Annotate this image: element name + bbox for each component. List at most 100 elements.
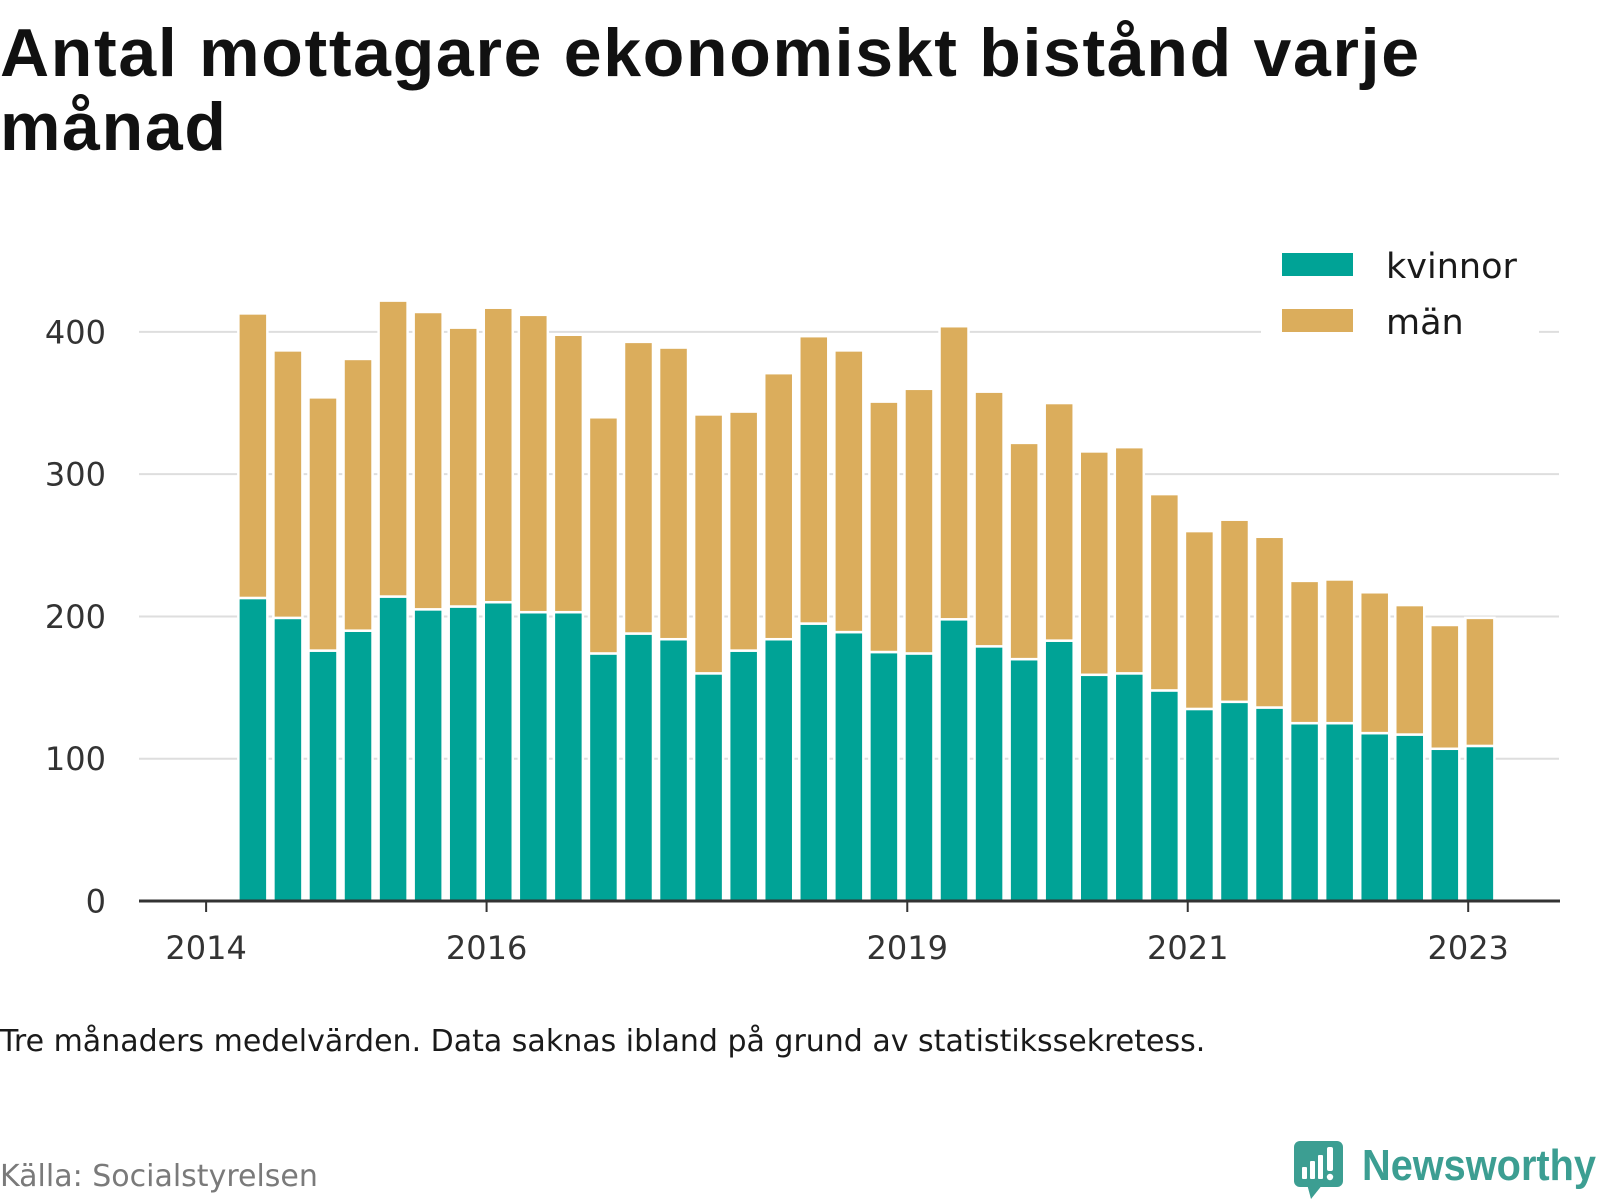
bar-segment-kvinnor [1429, 747, 1461, 903]
logo-bubble-tail [1307, 1184, 1323, 1199]
x-tick-label: 2016 [446, 929, 527, 967]
bar-segment-man [587, 416, 620, 655]
bar-segment-kvinnor [272, 616, 304, 903]
bar-segment-kvinnor [657, 637, 690, 903]
bar-segment-kvinnor [833, 630, 865, 903]
bar-segment-man [307, 396, 339, 652]
bar-segment-kvinnor [622, 632, 655, 903]
bar-segment-man [1394, 603, 1426, 736]
y-axis-labels: 0 100 200 300 400 [45, 313, 106, 920]
bar-segment-kvinnor [1008, 657, 1040, 903]
bar-segment-kvinnor [1043, 639, 1075, 903]
bar-segment-kvinnor [1358, 731, 1391, 903]
bar-segment-kvinnor [482, 600, 515, 903]
bar-segment-kvinnor [1218, 700, 1251, 903]
bar-segment-kvinnor [1078, 673, 1110, 903]
bar-segment-man [517, 313, 550, 614]
bar-segment-kvinnor [307, 649, 339, 903]
newsworthy-chart-bubble-icon [1294, 1141, 1343, 1199]
legend-swatch-man [1282, 309, 1353, 332]
bar-segment-man [1043, 401, 1075, 642]
bars [237, 299, 1496, 903]
bar-segment-man [377, 299, 409, 598]
bar-segment-man [237, 312, 269, 600]
page-title: Antal mottagare ekonomiskt bistånd varje… [0, 15, 1421, 165]
brand-name: Newsworthy [1362, 1141, 1596, 1190]
y-tick-label: 0 [86, 883, 106, 921]
logo-exclamation-dot [1326, 1173, 1334, 1181]
x-tick-label: 2021 [1147, 929, 1228, 967]
bar-segment-man [1148, 492, 1181, 692]
bar-segment-man [1218, 518, 1251, 704]
bar-segment-kvinnor [868, 650, 900, 903]
bar-segment-man [1253, 535, 1286, 709]
bar-segment-man [1288, 579, 1321, 725]
bar-segment-kvinnor [412, 608, 444, 903]
bar-segment-kvinnor [1323, 721, 1356, 903]
bar-segment-kvinnor [447, 605, 479, 903]
bar-segment-kvinnor [587, 652, 620, 903]
bar-segment-kvinnor [1253, 706, 1286, 903]
bar-segment-man [868, 400, 900, 654]
y-tick-label: 100 [45, 740, 106, 778]
logo-bar [1310, 1161, 1315, 1179]
bar-segment-kvinnor [552, 610, 585, 903]
y-tick-label: 200 [45, 598, 106, 636]
x-axis: 2014 2016 2019 2021 2023 [139, 899, 1560, 967]
bar-segment-man [762, 371, 795, 641]
bar-segment-man [272, 349, 304, 620]
bar-segment-kvinnor [973, 645, 1005, 903]
bar-segment-man [1464, 616, 1496, 748]
bar-segment-kvinnor [237, 596, 269, 903]
bar-segment-kvinnor [1394, 733, 1426, 903]
bar-segment-man [1113, 445, 1146, 675]
y-tick-label: 400 [45, 313, 106, 351]
bar-segment-kvinnor [377, 595, 409, 903]
bar-segment-kvinnor [1288, 721, 1321, 903]
bar-segment-man [1358, 591, 1391, 735]
bar-segment-man [1183, 529, 1216, 711]
bar-segment-man [1429, 623, 1461, 751]
bar-segment-man [552, 333, 585, 614]
bar-segment-man [1323, 578, 1356, 725]
bar-segment-man [1008, 441, 1040, 661]
y-tick-label: 300 [45, 456, 106, 494]
bar-segment-man [342, 357, 374, 632]
bar-segment-man [412, 310, 444, 611]
bar-segment-man [903, 387, 935, 655]
bar-segment-kvinnor [1464, 744, 1496, 903]
x-tick-label: 2014 [165, 929, 246, 967]
bar-segment-kvinnor [1113, 672, 1146, 903]
legend-label-man: män [1386, 303, 1464, 343]
bar-segment-man [1078, 450, 1110, 677]
bar-segment-man [833, 349, 865, 634]
legend-label-kvinnor: kvinnor [1386, 247, 1517, 287]
logo-exclamation-bar [1327, 1147, 1333, 1171]
bar-segment-kvinnor [762, 637, 795, 903]
bar-segment-man [973, 390, 1005, 648]
logo-bar [1318, 1155, 1323, 1179]
chart-note: Tre månaders medelvärden. Data saknas ib… [0, 1024, 1206, 1059]
bar-segment-man [692, 413, 725, 675]
bar-segment-man [622, 340, 655, 635]
source-credit: Källa: Socialstyrelsen [0, 1159, 318, 1194]
bar-segment-man [798, 334, 830, 625]
logo-bar [1302, 1167, 1307, 1179]
bar-segment-man [657, 346, 690, 641]
x-tick-label: 2023 [1427, 929, 1508, 967]
legend: kvinnor män [1261, 236, 1539, 346]
bar-segment-man [727, 410, 760, 652]
bar-segment-man [482, 306, 515, 604]
bar-segment-kvinnor [1148, 689, 1181, 903]
logo-chart-glyph [1302, 1147, 1334, 1181]
bar-segment-kvinnor [798, 622, 830, 903]
stacked-bar-chart: 0 100 200 300 400 2014 2016 2019 2021 2023 kvinnor… [44, 236, 1560, 967]
bar-segment-kvinnor [903, 652, 935, 903]
bar-segment-man [447, 326, 479, 608]
bar-segment-kvinnor [1183, 707, 1216, 903]
bar-segment-kvinnor [342, 629, 374, 903]
newsworthy-logo: Newsworthy [1294, 1141, 1596, 1199]
bar-segment-kvinnor [692, 672, 725, 903]
bar-segment-kvinnor [727, 649, 760, 903]
legend-swatch-kvinnor [1282, 253, 1353, 276]
